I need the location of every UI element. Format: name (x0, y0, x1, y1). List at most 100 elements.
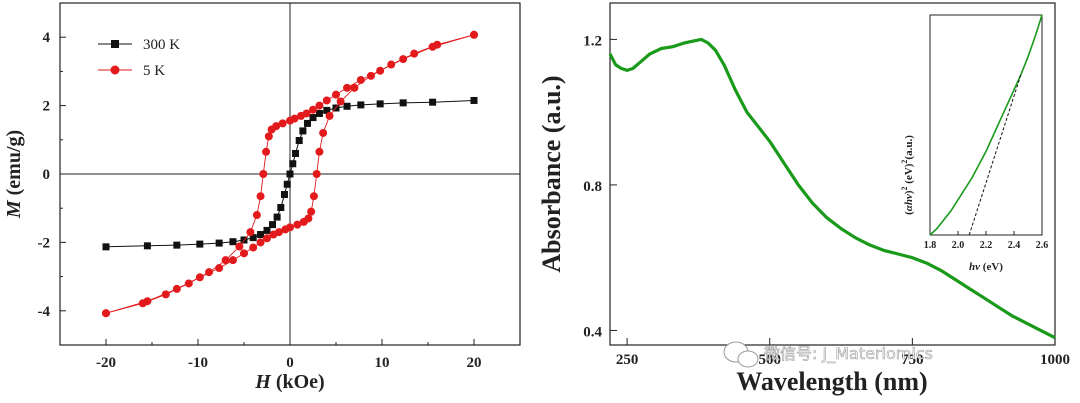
inset-tangent-line (968, 74, 1022, 236)
y-tick-label: 0.8 (583, 179, 602, 195)
hysteresis-x-axis-title: H (kOe) (254, 371, 324, 393)
data-point-5k (433, 40, 442, 49)
data-point-5k (221, 256, 230, 265)
data-point-300k (470, 96, 478, 104)
data-point-5k (332, 90, 340, 99)
legend-marker-5k (110, 65, 120, 75)
data-point-300k (273, 213, 281, 221)
data-point-300k (323, 106, 331, 114)
data-point-5k (246, 228, 255, 237)
inset-x-tick-label: 2.0 (952, 240, 965, 251)
data-point-5k (252, 211, 261, 220)
data-point-300k (303, 119, 311, 127)
data-point-5k (286, 223, 294, 232)
data-point-5k (267, 125, 276, 134)
data-point-5k (235, 242, 244, 251)
inset-x-axis-title: hν (eV) (969, 261, 1003, 273)
data-point-300k (429, 98, 437, 106)
x-tick-label: -10 (188, 355, 208, 371)
data-point-300k (289, 160, 297, 168)
data-point-5k (366, 71, 375, 80)
data-point-5k (256, 238, 265, 247)
inset-x-tick-label: 2.6 (1036, 240, 1049, 251)
inset-x-tick-label: 2.4 (1008, 240, 1021, 251)
watermark-text: 微信号: J_Materiomics (764, 344, 933, 364)
data-point-300k (399, 99, 407, 107)
data-point-300k (263, 226, 271, 234)
watermark: 微信号: J_Materiomics (723, 341, 933, 368)
data-point-5k (256, 192, 265, 201)
data-point-5k (172, 284, 181, 293)
data-point-5k (102, 309, 110, 318)
y-tick-label: -2 (38, 235, 51, 251)
legend-marker-300k (111, 40, 119, 48)
y-tick-label: -4 (38, 304, 51, 320)
hysteresis-legend: 300 K 5 K (98, 37, 180, 79)
data-point-5k (322, 96, 331, 105)
data-point-300k (376, 100, 384, 108)
data-point-300k (286, 170, 294, 178)
x-tick-label: 0 (286, 355, 294, 371)
data-point-300k (280, 191, 288, 199)
data-point-300k (299, 127, 307, 135)
data-point-300k (292, 149, 300, 157)
data-point-5k (315, 147, 324, 156)
data-point-300k (343, 102, 351, 110)
data-point-5k (195, 273, 204, 282)
absorbance-plot-frame (609, 2, 1056, 346)
data-point-5k (343, 83, 352, 92)
data-point-5k (293, 220, 302, 229)
inset-x-tick-label: 1.8 (924, 240, 937, 251)
absorbance-chart: 250 500 750 1000 0.4 0.8 1.2 Wavelength (nm) A… (537, 2, 1070, 396)
x-tick-label: 750 (901, 352, 924, 368)
hysteresis-y-axis-title: M (emu/g) (3, 130, 25, 219)
data-point-5k (315, 101, 324, 110)
data-point-300k (102, 243, 110, 251)
data-point-5k (262, 147, 271, 156)
data-point-5k (304, 214, 313, 223)
data-point-300k (173, 241, 181, 249)
legend-label-300k: 300 K (143, 37, 180, 53)
y-tick-label: 0.4 (583, 324, 602, 340)
data-point-300k (269, 221, 277, 229)
data-point-300k (143, 242, 151, 250)
data-point-5k (263, 234, 271, 243)
data-point-5k (264, 132, 273, 141)
y-tick-label: 1.2 (583, 33, 602, 49)
data-point-5k (297, 111, 306, 120)
data-point-5k (307, 207, 316, 216)
absorbance-y-axis-title: Absorbance (a.u.) (537, 75, 566, 272)
data-point-5k (184, 279, 193, 288)
x-tick-label: 500 (758, 352, 781, 368)
x-tick-label: -20 (96, 355, 116, 371)
data-point-300k (215, 239, 223, 247)
data-point-5k (470, 30, 478, 39)
data-point-5k (286, 116, 294, 125)
data-point-300k (196, 240, 204, 248)
data-point-300k (315, 109, 323, 117)
absorbance-series-line (608, 37, 1056, 340)
data-point-5k (278, 119, 287, 128)
data-point-5k (215, 264, 224, 273)
inset-y-axis-title: (αhν)2 (eV)2(a.u.) (900, 135, 915, 215)
tauc-plot-inset: 1.8 2.0 2.2 2.4 2.6 hν (eV) (αhν)2 (eV)2(a.u… (900, 14, 1049, 273)
y-tick-label: 2 (43, 99, 51, 115)
wechat-icon (723, 341, 759, 368)
inset-frame (929, 14, 1043, 236)
data-point-5k (249, 243, 258, 252)
data-point-300k (249, 234, 257, 242)
data-point-300k (309, 114, 317, 122)
data-point-300k (229, 238, 237, 246)
data-point-5k (387, 60, 396, 69)
y-tick-label: 0 (43, 167, 51, 183)
x-tick-label: 250 (616, 352, 639, 368)
data-point-5k (228, 256, 237, 265)
data-point-300k (357, 101, 365, 109)
data-point-5k (309, 192, 318, 201)
data-point-5k (410, 49, 419, 58)
data-point-5k (319, 128, 328, 137)
inset-tauc-curve (929, 14, 1043, 236)
inset-x-tick-label: 2.2 (980, 240, 993, 251)
